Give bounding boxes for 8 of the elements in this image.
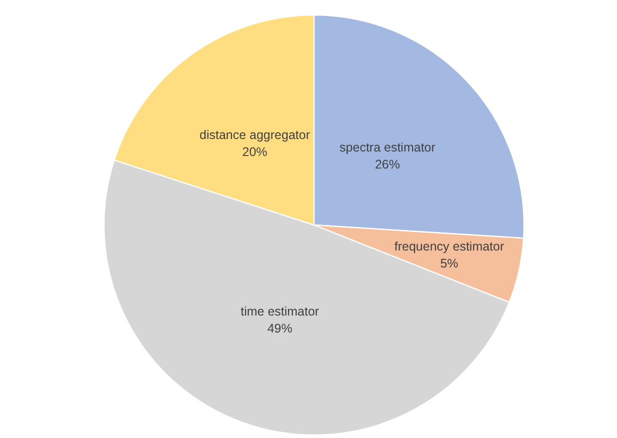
- data-label: 5%: [440, 256, 458, 271]
- slice-label: frequency estimator: [394, 240, 504, 254]
- slice-label: time estimator: [240, 304, 320, 318]
- data-label: 20%: [242, 144, 268, 159]
- data-label: 49%: [267, 321, 292, 336]
- slice-label: distance aggregator: [200, 128, 310, 142]
- data-label: 26%: [374, 158, 400, 172]
- slice-label: spectra estimator: [340, 140, 436, 154]
